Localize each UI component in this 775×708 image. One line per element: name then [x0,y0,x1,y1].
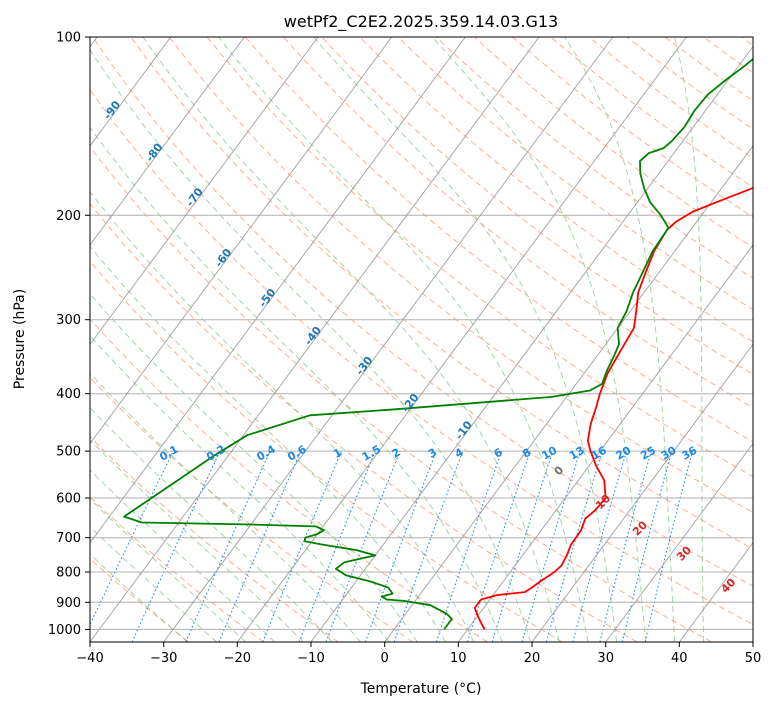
y-axis: 100 200 300 400 500 600 700 800 900 1000 [48,31,90,638]
isotherm-line [236,37,687,642]
moist-adiabat-line [218,37,589,642]
isotherm-line [90,37,466,544]
y-tick-label: 900 [56,596,81,611]
y-tick-label: 100 [56,31,81,46]
sounding-series-line [473,186,753,630]
dry-adiabat-line [397,37,753,311]
dry-adiabat-line [90,146,712,642]
dry-adiabat-line [206,37,753,478]
dry-adiabat-line [90,376,414,642]
x-tick-label: 0 [381,651,389,666]
mixing-ratio-line [218,450,302,642]
mixing-ratio-line [545,450,603,642]
moist-adiabat-line [90,407,333,642]
moist-adiabat-line [90,553,188,642]
mixing-ratio-line [599,450,652,642]
isotherm-line [90,37,393,445]
y-tick-label: 200 [56,209,81,224]
mixing-ratio-line [435,450,503,642]
y-tick-label: 600 [56,492,81,507]
moist-adiabat-line [90,469,275,642]
isotherm-line [90,37,245,246]
plot-frame [89,36,754,643]
moist-adiabat-line [313,37,618,642]
mixing-ratio-lines [90,450,694,642]
y-axis-title: Pressure (hPa) [12,289,28,389]
mixing-ratio-line [572,450,628,642]
x-tick-label: 30 [597,651,614,666]
dry-adiabat-line [90,203,638,642]
moist-adiabat-line [90,439,304,642]
isotherm-line [163,37,614,642]
moist-adiabat-line [90,126,503,642]
isotherm-line [90,37,319,346]
y-tick-label: 400 [56,387,81,402]
sounding-series [123,57,753,630]
dry-adiabat-line [90,89,753,626]
moist-adiabat-line [142,37,560,642]
moist-adiabat-line [90,526,217,642]
isotherm-line [531,343,753,642]
mixing-ratio-line [185,450,271,642]
mixing-ratio-line [491,450,554,642]
x-axis-title: Temperature (°C) [360,681,482,697]
x-tick-label: −10 [297,651,324,666]
moist-adiabat-line [564,37,676,642]
isotherm-line [90,37,540,642]
chart-title: wetPf2_C2E2.2025.359.14.03.G13 [284,12,558,32]
x-axis: −40 −30 −20 −10 0 10 20 30 40 50 [76,642,761,666]
x-tick-label: −40 [76,651,103,666]
isotherm-line [457,244,753,642]
moist-adiabat-line [674,37,705,642]
isotherm-line [384,145,753,642]
moist-adiabat-line [90,334,390,642]
x-tick-label: 40 [671,651,688,666]
isotherm-line [310,45,753,642]
x-tick-label: −20 [224,651,251,666]
dry-adiabat-line [321,37,753,375]
mixing-ratio-line [262,450,343,642]
dry-adiabat-line [90,260,563,642]
isotherm-line [605,442,753,642]
mixing-ratio-line [466,450,531,642]
x-tick-label: −30 [150,651,177,666]
moist-adiabat-line [90,498,247,642]
y-tick-label: 700 [56,531,81,546]
y-tick-label: 500 [56,445,81,460]
sounding-series-line [123,57,753,630]
x-tick-label: 20 [524,651,541,666]
mixing-ratio-line [364,450,437,642]
x-tick-label: 50 [745,651,762,666]
mixing-ratio-line [325,450,401,642]
dry-adiabat-line [168,37,753,513]
y-tick-label: 300 [56,313,81,328]
dry-adiabat-line [92,37,753,587]
x-tick-label: 10 [450,651,467,666]
skewed-isotherms [90,37,753,642]
mixing-ratio-line [621,450,673,642]
isotherm-line [90,37,172,147]
y-tick-label: 1000 [48,623,81,638]
y-tick-label: 800 [56,566,81,581]
moist-adiabat-line [431,37,647,642]
mixing-ratio-line [298,450,376,642]
dry-adiabat-line [359,37,753,343]
mixing-ratio-line [521,450,581,642]
